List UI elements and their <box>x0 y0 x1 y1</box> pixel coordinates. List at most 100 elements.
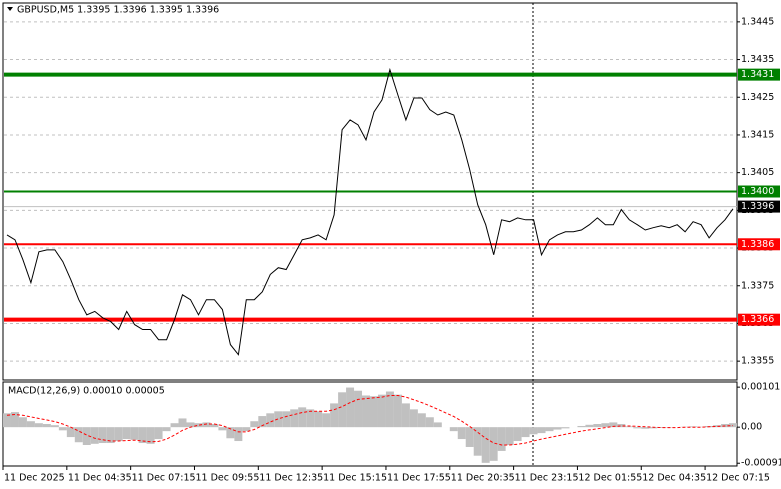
macd-bar <box>497 427 506 451</box>
macd-bar <box>505 427 514 445</box>
macd-bar <box>194 423 203 428</box>
x-tick-label: 11 Dec 17:55 <box>387 473 451 484</box>
macd-bar <box>306 409 315 428</box>
level-label: 1.3400 <box>741 186 774 197</box>
x-tick-label: 11 Dec 2025 <box>4 473 65 484</box>
macd-bar <box>370 396 378 428</box>
macd-bar <box>713 425 722 428</box>
price-line <box>6 67 734 356</box>
macd-bar <box>657 427 666 428</box>
y-tick-label: 1.3405 <box>741 167 774 178</box>
macd-bar <box>18 417 27 428</box>
macd-bar <box>377 394 386 428</box>
macd-bar <box>42 424 51 428</box>
macd-bar <box>417 413 426 428</box>
macd-bar <box>26 421 35 428</box>
y-tick-label: 1.3445 <box>741 16 774 27</box>
x-tick-label: 11 Dec 12:35 <box>259 473 323 484</box>
macd-bar <box>258 416 267 428</box>
macd-bar <box>593 424 602 428</box>
macd-bar <box>425 417 434 428</box>
macd-bar <box>521 427 530 438</box>
y-tick-label: -0.00091 <box>741 458 781 469</box>
x-tick-label: 12 Dec 04:35 <box>642 473 706 484</box>
macd-bar <box>577 425 586 428</box>
y-tick-label: 1.3435 <box>741 54 774 65</box>
macd-bar <box>433 422 442 428</box>
x-tick-label: 11 Dec 04:35 <box>68 473 132 484</box>
macd-bar <box>34 423 43 428</box>
macd-bar <box>314 411 323 428</box>
signal-line <box>6 395 734 446</box>
x-tick-label: 11 Dec 15:15 <box>323 473 387 484</box>
macd-bar <box>298 407 307 428</box>
macd-title: MACD(12,26,9) 0.00010 0.00005 <box>8 386 165 397</box>
macd-bar <box>290 409 299 428</box>
level-label: 1.3386 <box>741 239 774 250</box>
x-tick-label: 11 Dec 07:15 <box>132 473 196 484</box>
level-label-box <box>738 238 780 251</box>
macd-bar <box>186 422 195 428</box>
macd-bar <box>66 427 75 438</box>
macd-bar <box>82 427 91 445</box>
macd-bar <box>513 427 522 442</box>
macd-bar <box>553 427 562 430</box>
macd-bar <box>74 427 83 443</box>
macd-bar <box>457 427 466 440</box>
macd-bar <box>385 391 394 428</box>
macd-bar <box>338 392 347 428</box>
macd-bar <box>537 427 546 434</box>
macd-bar <box>162 427 171 432</box>
level-label-box <box>738 185 780 198</box>
macd-bar <box>210 424 219 428</box>
macd-bar <box>449 427 458 432</box>
macd-bar <box>274 411 283 428</box>
macd-bar <box>138 427 147 444</box>
y-tick-label: 1.3415 <box>741 129 774 140</box>
macd-bar <box>114 427 123 442</box>
macd-bar <box>202 422 211 428</box>
x-tick-label: 12 Dec 07:15 <box>706 473 770 484</box>
symbol-menu-arrow[interactable] <box>7 7 13 11</box>
macd-bar <box>130 427 139 440</box>
macd-bar <box>529 427 538 435</box>
y-tick-label: 1.3355 <box>741 356 774 367</box>
macd-bar <box>122 427 131 440</box>
macd-bar <box>545 427 554 432</box>
level-label-box <box>738 68 780 81</box>
y-tick-label: 1.3425 <box>741 92 774 103</box>
macd-bar <box>401 403 410 428</box>
macd-bar <box>218 427 227 431</box>
macd-bar <box>98 427 107 444</box>
x-tick-label: 11 Dec 09:55 <box>195 473 259 484</box>
current-price-box <box>738 200 780 213</box>
macd-bar <box>649 427 658 429</box>
level-label: 1.3366 <box>741 314 774 325</box>
current-price-label: 1.3396 <box>741 201 774 212</box>
level-label-box <box>738 313 780 326</box>
x-tick-label: 12 Dec 01:55 <box>578 473 642 484</box>
macd-bar <box>170 423 179 428</box>
macd-bar <box>178 418 187 428</box>
macd-bar <box>489 427 498 461</box>
macd-bar <box>266 413 275 428</box>
x-tick-label: 11 Dec 20:35 <box>451 473 515 484</box>
macd-bar <box>10 412 19 428</box>
x-tick-label: 11 Dec 23:15 <box>515 473 579 484</box>
macd-bar <box>633 427 642 429</box>
macd-bar <box>601 423 610 428</box>
macd-bar <box>250 421 259 428</box>
level-label: 1.3431 <box>741 69 774 80</box>
macd-bar <box>3 413 11 428</box>
macd-bar <box>90 427 99 444</box>
macd-bar <box>234 427 243 442</box>
macd-bar <box>346 387 355 428</box>
macd-bar <box>393 394 402 428</box>
chart-title: GBPUSD,M5 1.3395 1.3396 1.3395 1.3396 <box>17 5 219 16</box>
macd-bar <box>242 427 251 432</box>
y-tick-label: 0.00 <box>741 422 762 433</box>
macd-bar <box>330 403 339 428</box>
macd-bar <box>609 422 618 428</box>
macd-bar <box>641 427 650 429</box>
